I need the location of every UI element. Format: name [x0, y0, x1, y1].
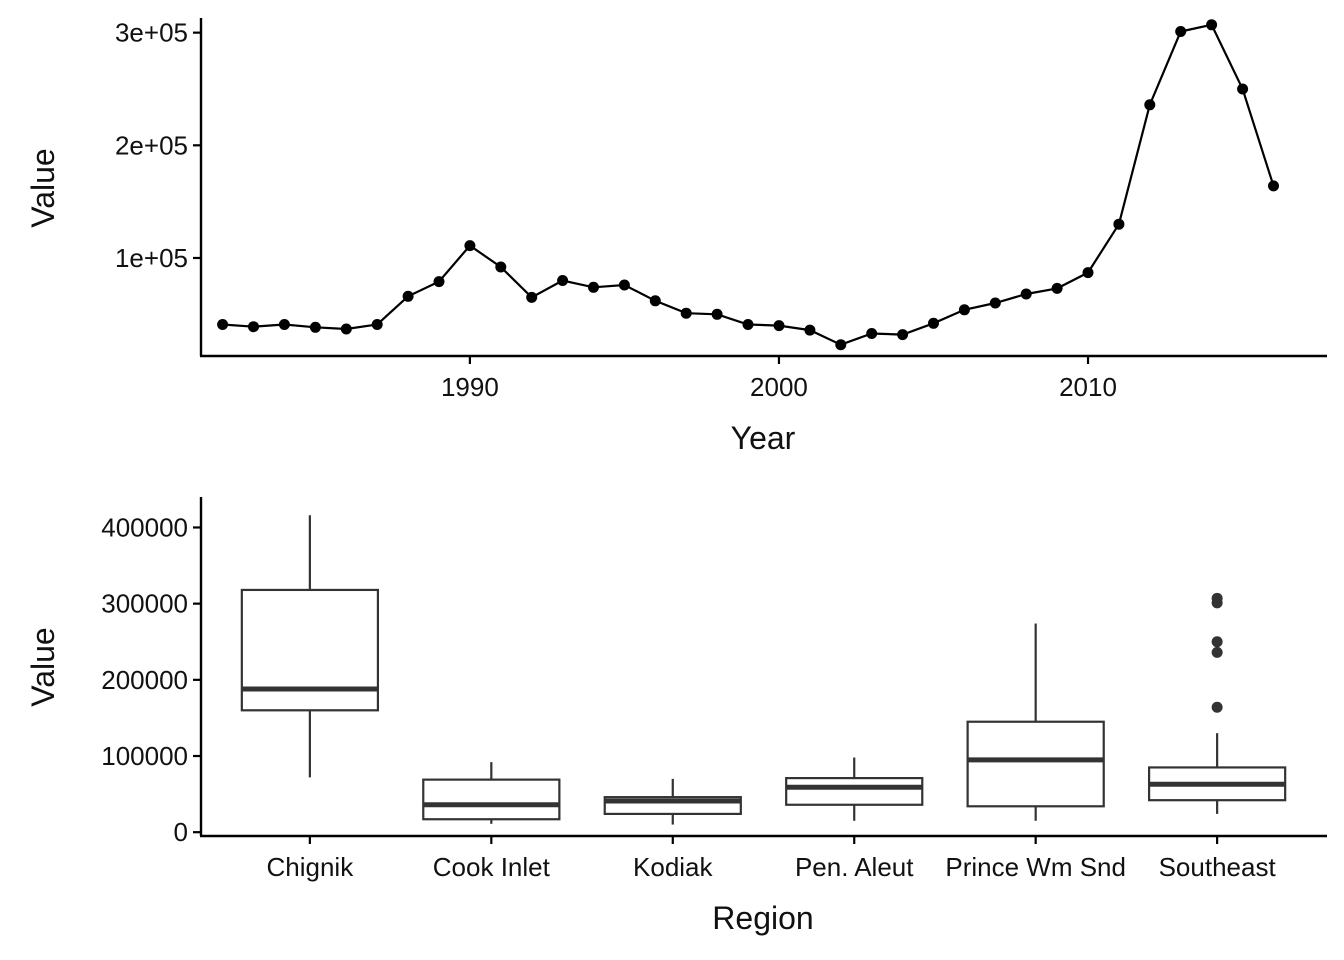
line-data-point	[1051, 282, 1063, 294]
line-data-point	[309, 321, 321, 333]
line-data-point	[1175, 26, 1187, 37]
line-data-point	[1268, 180, 1279, 192]
line-data-point	[402, 290, 414, 302]
line-data-point	[928, 317, 939, 329]
line-chart-y-ticks: 1e+05 2e+05 3e+05	[115, 18, 201, 273]
box-outlier-point	[1211, 592, 1223, 604]
box-outlier-point	[1211, 701, 1223, 713]
line-chart-y-axis-title: Value	[25, 148, 61, 227]
line-data-point	[742, 319, 754, 330]
box-outlier-point	[1211, 646, 1223, 658]
line-data-point	[649, 295, 661, 307]
box-y-tick-label: 200000	[101, 665, 188, 695]
line-data-point	[557, 275, 569, 286]
line-data-point	[835, 339, 847, 351]
box-plot-panel: Chignik Cook Inlet Kodiak Pen. Aleut Prince …	[25, 497, 1327, 936]
box-iqr	[966, 720, 1105, 808]
box-iqr	[240, 588, 380, 712]
box-plot-y-axis-title: Value	[25, 627, 61, 706]
box-iqr	[422, 778, 561, 821]
box-plot-y-ticks: 0 100000 200000 300000 400000	[101, 512, 201, 847]
line-x-tick-label: 2010	[1059, 372, 1117, 402]
box-plot-marks	[240, 515, 1287, 825]
line-chart-marks	[217, 19, 1279, 351]
line-data-point	[1082, 267, 1094, 279]
line-data-point	[1206, 19, 1218, 31]
box-x-tick-label: Kodiak	[633, 852, 713, 882]
line-data-point	[433, 276, 445, 288]
box-x-tick-label: Prince Wm Snd	[945, 852, 1126, 882]
box-plot-x-ticks: Chignik Cook Inlet Kodiak Pen. Aleut Prince …	[267, 836, 1277, 882]
line-chart-panel: 1990 2000 2010 1e+05 2e+05 3e+05 Year Value	[25, 18, 1327, 456]
line-data-point	[989, 297, 1001, 309]
box-x-tick-label: Cook Inlet	[433, 852, 551, 882]
box-y-tick-label: 300000	[101, 589, 188, 619]
line-data-point	[248, 321, 259, 333]
line-data-point	[464, 240, 476, 252]
line-data-point	[526, 291, 538, 303]
box-y-tick-label: 400000	[101, 512, 188, 542]
line-data-point	[278, 319, 290, 330]
line-y-tick-label: 3e+05	[115, 18, 188, 48]
line-data-point	[866, 328, 878, 339]
line-x-tick-label: 2000	[750, 372, 808, 402]
line-data-point	[897, 329, 909, 341]
line-series-path	[222, 23, 1275, 346]
line-data-point	[1113, 218, 1125, 230]
box-x-tick-label: Southeast	[1159, 852, 1277, 882]
box-iqr	[785, 777, 924, 806]
line-data-point	[371, 319, 383, 330]
line-data-point	[711, 308, 723, 320]
line-data-point	[773, 320, 785, 332]
line-data-point	[1144, 99, 1156, 111]
line-y-tick-label: 2e+05	[115, 130, 188, 160]
line-data-point	[680, 307, 692, 319]
line-x-tick-label: 1990	[441, 372, 499, 402]
line-data-point	[340, 323, 352, 335]
box-y-tick-label: 0	[174, 817, 188, 847]
line-chart-x-axis-title: Year	[731, 420, 796, 456]
box-outlier-point	[1211, 636, 1223, 648]
line-data-point	[804, 324, 816, 336]
line-data-point	[1237, 83, 1249, 95]
line-data-point	[495, 261, 507, 273]
box-x-tick-label: Chignik	[267, 852, 355, 882]
box-y-tick-label: 100000	[101, 741, 188, 771]
line-data-point	[217, 319, 229, 330]
line-data-point	[618, 279, 630, 291]
line-data-point	[958, 304, 970, 316]
line-data-point	[588, 281, 599, 293]
line-data-point	[1020, 288, 1032, 300]
box-x-tick-label: Pen. Aleut	[795, 852, 914, 882]
box-plot-x-axis-title: Region	[712, 900, 813, 936]
line-chart-x-ticks: 1990 2000 2010	[441, 356, 1117, 402]
line-y-tick-label: 1e+05	[115, 243, 188, 273]
